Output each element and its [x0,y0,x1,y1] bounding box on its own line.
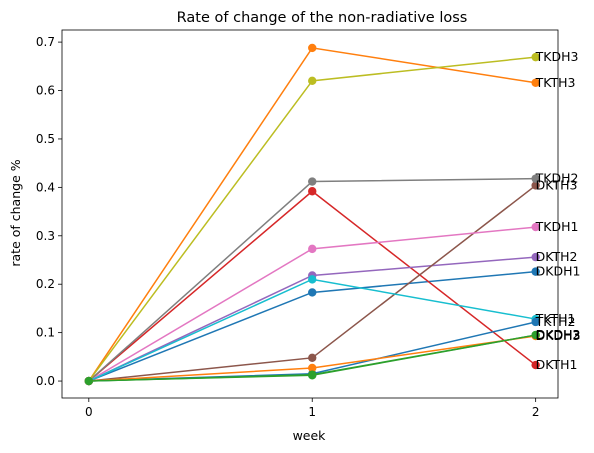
data-point [531,330,540,340]
y-tick-label: 0.3 [36,229,55,243]
series-lines [88,47,537,382]
data-point [308,288,317,297]
series-markers [84,43,540,386]
series-end-label: TKTH3 [535,75,576,90]
data-point [308,244,317,254]
data-point [531,52,540,62]
data-point [308,363,317,373]
series-end-labels: DKDH1TKTH3DKDH2DKTH1DKTH2DKTH3TKDH1TKDH2… [535,49,581,372]
data-point [531,317,540,327]
plot-frame [61,29,559,399]
data-point [308,275,317,284]
series-end-label: DKTH1 [536,357,578,372]
data-point [308,76,317,86]
x-tick-label: 1 [308,405,316,419]
x-tick-label: 0 [85,405,93,419]
data-point [531,78,540,87]
x-axis-label: week [293,428,327,443]
data-point [84,376,94,386]
series-end-label: TKDH2 [535,171,579,186]
series-end-label: TKTH1 [535,311,576,326]
data-point [308,43,317,53]
chart-title: Rate of change of the non-radiative loss [177,10,468,26]
series-end-label: TKDH1 [535,219,579,234]
series-line [88,190,537,382]
data-point [531,360,540,370]
series-end-label: TKDH3 [535,49,579,64]
series-end-label: DKTH2 [536,249,578,264]
data-point [308,187,317,196]
y-axis-label: rate of change % [8,159,23,266]
data-point [531,174,540,183]
data-point [308,370,317,379]
y-tick-label: 0.7 [36,35,55,49]
y-tick-label: 0.4 [36,180,55,194]
series-end-label: TKTH2 [535,314,576,329]
x-tick-label: 2 [532,405,540,419]
y-tick-label: 0.6 [36,84,55,98]
y-tick-label: 0.5 [36,132,55,146]
data-point [308,177,317,186]
y-tick-label: 0.2 [36,277,55,291]
series-end-label: DKTH3 [536,177,578,192]
data-point [531,181,540,190]
axis-ticks: 0 1 2 0.0 0.1 0.2 0.3 0.4 0.5 0.6 0.7 [36,35,540,419]
data-point [531,252,540,262]
data-point [531,222,540,232]
series-line [88,56,536,382]
data-point [308,353,317,363]
series-line [88,47,536,382]
y-tick-label: 0.0 [36,374,55,388]
y-tick-label: 0.1 [36,326,55,340]
data-point [531,267,540,276]
